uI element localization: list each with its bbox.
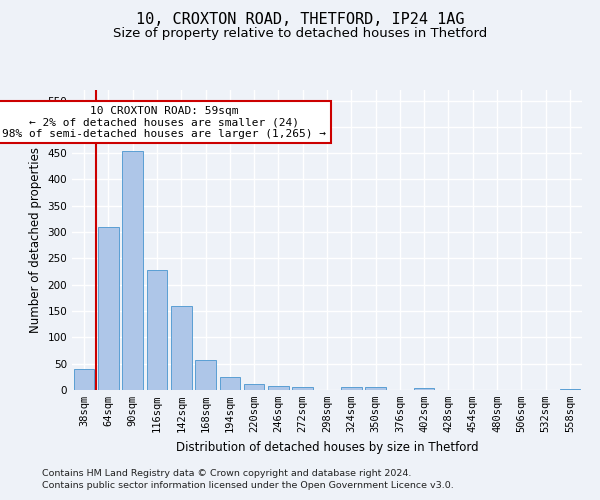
Text: Contains HM Land Registry data © Crown copyright and database right 2024.: Contains HM Land Registry data © Crown c… bbox=[42, 468, 412, 477]
Bar bbox=[268, 386, 289, 390]
Text: 10 CROXTON ROAD: 59sqm
← 2% of detached houses are smaller (24)
98% of semi-deta: 10 CROXTON ROAD: 59sqm ← 2% of detached … bbox=[2, 106, 326, 139]
Text: 10, CROXTON ROAD, THETFORD, IP24 1AG: 10, CROXTON ROAD, THETFORD, IP24 1AG bbox=[136, 12, 464, 28]
Bar bbox=[292, 388, 313, 390]
Bar bbox=[146, 270, 167, 390]
Bar bbox=[220, 377, 240, 390]
Bar bbox=[171, 306, 191, 390]
Bar bbox=[414, 388, 434, 390]
Y-axis label: Number of detached properties: Number of detached properties bbox=[29, 147, 42, 333]
Bar bbox=[98, 227, 119, 390]
Bar bbox=[74, 369, 94, 390]
Bar bbox=[122, 150, 143, 390]
Bar bbox=[341, 388, 362, 390]
Bar bbox=[560, 389, 580, 390]
Bar bbox=[195, 360, 216, 390]
Bar bbox=[244, 384, 265, 390]
Bar bbox=[365, 388, 386, 390]
Text: Contains public sector information licensed under the Open Government Licence v3: Contains public sector information licen… bbox=[42, 481, 454, 490]
Text: Size of property relative to detached houses in Thetford: Size of property relative to detached ho… bbox=[113, 28, 487, 40]
X-axis label: Distribution of detached houses by size in Thetford: Distribution of detached houses by size … bbox=[176, 440, 478, 454]
